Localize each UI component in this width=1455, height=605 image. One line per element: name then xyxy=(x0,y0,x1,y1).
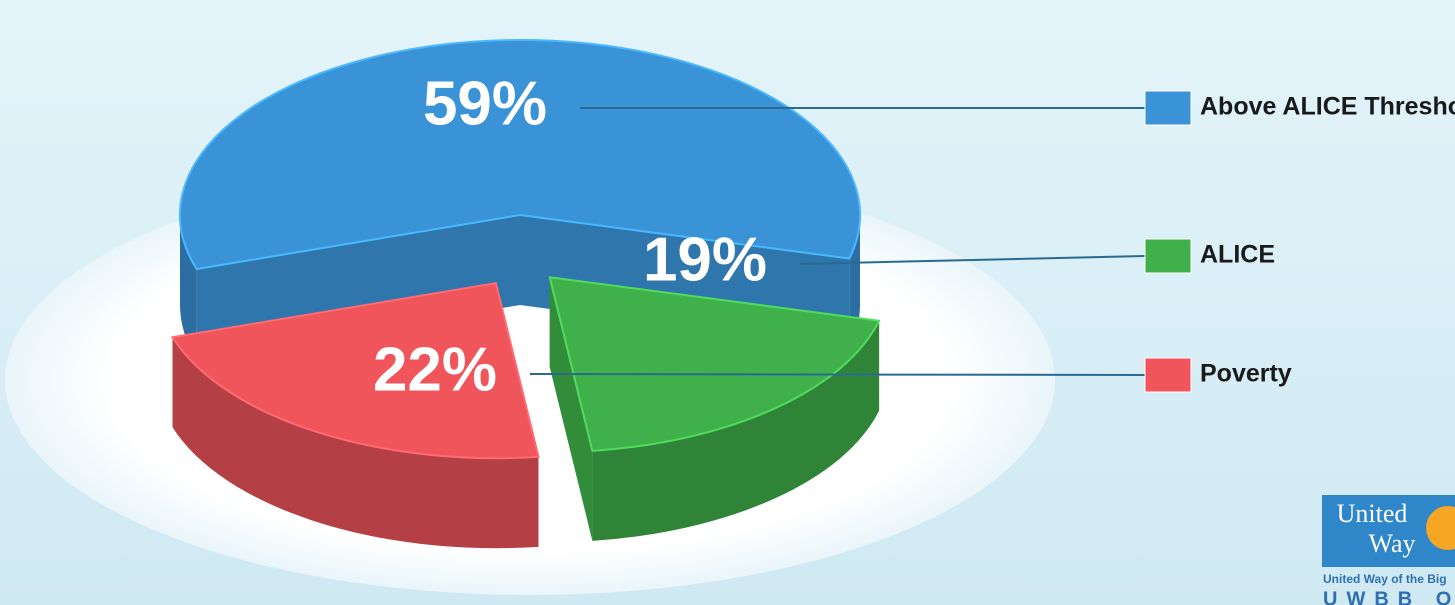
leader-line xyxy=(529,373,1146,376)
slice xyxy=(179,39,861,271)
data-label: 59% xyxy=(423,69,547,138)
slice xyxy=(548,276,881,452)
slice-side xyxy=(592,320,880,541)
logo-line: United xyxy=(1337,499,1408,528)
pie xyxy=(170,39,881,549)
legend-swatch xyxy=(1144,357,1192,393)
legend-swatch xyxy=(1144,238,1192,274)
legend-label: Poverty xyxy=(1200,360,1292,388)
slice xyxy=(170,282,540,460)
legend-label: ALICE xyxy=(1200,241,1275,269)
slice-side xyxy=(849,215,860,349)
logo-code: UWBB O xyxy=(1323,588,1455,605)
slice-side xyxy=(180,215,197,360)
legend-swatch xyxy=(1144,90,1192,126)
logo-line: Way xyxy=(1369,529,1416,558)
legend: 59% Above ALICE Threshold 19% ALICE 22% Pover… xyxy=(373,69,1455,404)
slice-wall xyxy=(549,277,593,541)
logo-icon xyxy=(1426,506,1455,550)
data-label: 22% xyxy=(373,335,497,404)
legend-label: Above ALICE Threshold xyxy=(1200,93,1455,121)
leader-line xyxy=(799,255,1146,265)
logo-caption: United Way of the Big xyxy=(1323,572,1447,586)
logo: United Way United Way of the Big UWBB O xyxy=(1322,495,1455,605)
data-label: 19% xyxy=(643,225,767,294)
